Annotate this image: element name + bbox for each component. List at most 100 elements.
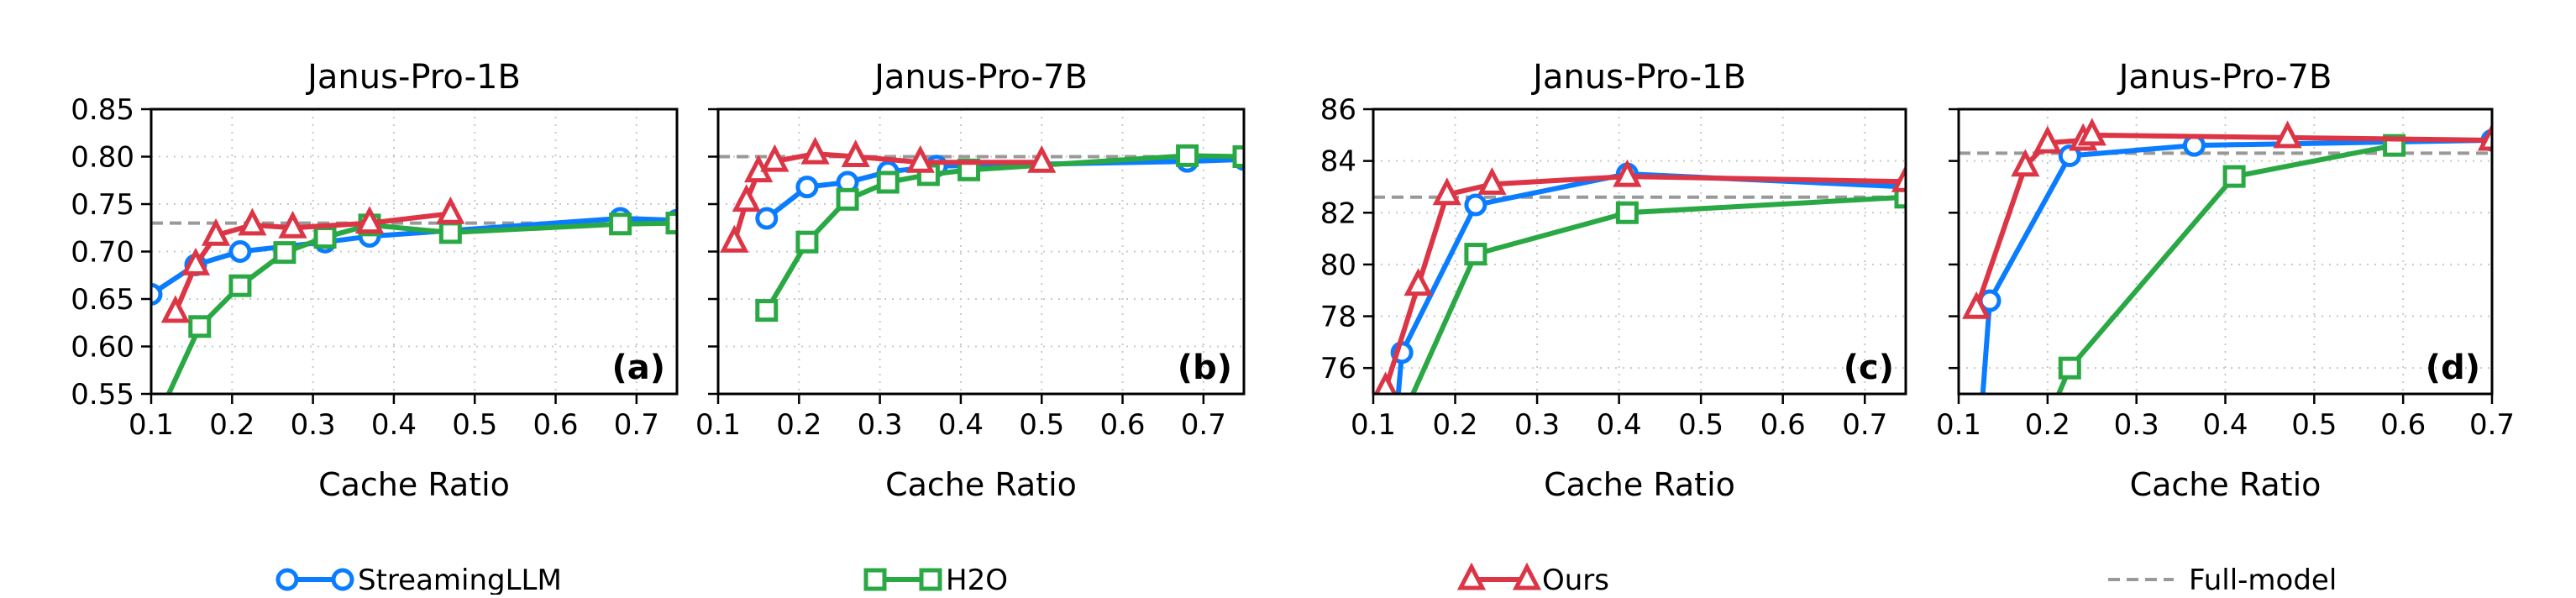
x-tick-label: 0.5: [2291, 408, 2337, 442]
x-tick-label: 0.7: [2469, 408, 2515, 442]
panel-title: Janus-Pro-7B: [2117, 58, 2332, 97]
x-tick-label: 0.3: [2114, 408, 2159, 442]
data-point-h2o: [228, 274, 252, 297]
data-point-streamingllm: [1464, 193, 1487, 217]
data-point-streamingllm: [755, 207, 779, 230]
x-tick-label: 0.6: [1760, 408, 1806, 442]
y-tick-label: 86: [1320, 93, 1356, 127]
y-tick-label: 78: [1320, 301, 1356, 334]
data-point-h2o: [1615, 201, 1639, 224]
x-tick-label: 0.4: [2202, 408, 2248, 442]
series-group: [1373, 159, 1906, 394]
series-group: [720, 136, 1244, 323]
data-point-ours: [720, 224, 749, 253]
y-tick-label: 80: [1320, 249, 1356, 282]
data-point-ours: [160, 295, 191, 323]
x-tick-label: 0.5: [452, 408, 497, 442]
data-point-h2o: [438, 221, 462, 244]
data-point-h2o: [795, 230, 819, 254]
x-axis-label: Cache Ratio: [2130, 466, 2322, 503]
legend-marker-circle: [331, 568, 354, 591]
data-point-h2o: [2222, 165, 2246, 188]
legend-item-full-model: Full-model: [2108, 564, 2337, 597]
data-point-ours: [181, 247, 211, 275]
legend-label: Full-model: [2189, 564, 2337, 595]
y-tick-label: 0.65: [71, 283, 134, 317]
data-point-h2o: [836, 187, 859, 211]
chart-panel-c: 0.1 0.2 0.3 0.4 0.5 0.6 0.7 76 78 80 82 84 86 Janus-P…: [1320, 58, 1907, 503]
legend-item-ours: Ours: [1456, 562, 1609, 597]
x-tick-label: 0.4: [938, 408, 984, 442]
y-tick-label: 0.70: [71, 236, 134, 270]
legend-marker-circle: [275, 568, 299, 591]
legend-item-streamingllm: StreamingLLM: [275, 564, 562, 597]
legend-marker-square: [919, 568, 942, 591]
data-point-ours: [1403, 268, 1433, 296]
x-tick-label: 0.6: [1099, 408, 1145, 442]
plot-frame: [716, 108, 1246, 396]
legend-label: H2O: [946, 564, 1008, 595]
data-point-ours: [905, 144, 935, 173]
data-point-ours: [238, 207, 267, 236]
y-tick-label: 82: [1320, 197, 1356, 230]
data-point-h2o: [876, 170, 900, 194]
data-point-streamingllm: [151, 282, 163, 306]
panel-title: Janus-Pro-7B: [872, 58, 1088, 97]
x-axis-label: Cache Ratio: [885, 466, 1077, 503]
x-axis-label: Cache Ratio: [1544, 466, 1735, 503]
data-point-h2o: [609, 212, 632, 236]
data-point-ours: [760, 144, 790, 172]
data-point-ours: [2077, 118, 2106, 146]
panel-label: (d): [2426, 349, 2480, 387]
legend: StreamingLLM H2O Ours Full-model: [275, 562, 2337, 597]
chart-panel-d: 0.1 0.2 0.3 0.4 0.5 0.6 0.7 Janus-Pro-7B Cache R…: [1936, 58, 2515, 503]
data-point-ours: [2273, 120, 2302, 149]
y-tick-label: 0.55: [71, 378, 134, 412]
data-point-ours: [1891, 164, 1906, 192]
data-point-ours: [1477, 166, 1507, 195]
panel-label: (a): [611, 349, 665, 387]
legend-marker-triangle: [1456, 562, 1487, 590]
plot-frame: [150, 108, 679, 396]
y-tick-label: 0.80: [71, 141, 134, 175]
data-point-h2o: [273, 241, 296, 265]
data-point-streamingllm: [2058, 144, 2081, 167]
x-tick-label: 0.7: [614, 408, 659, 442]
y-tick-label: 0.60: [71, 331, 134, 365]
panel-title: Janus-Pro-1B: [1530, 58, 1746, 97]
x-tick-label: 0.3: [291, 408, 336, 442]
x-tick-label: 0.4: [1597, 408, 1642, 442]
x-tick-label: 0.6: [2380, 408, 2426, 442]
x-tick-label: 0.1: [1936, 408, 1981, 442]
panel-label: (b): [1178, 349, 1232, 387]
data-point-h2o: [188, 315, 212, 338]
x-tick-label: 0.5: [1678, 408, 1723, 442]
x-tick-label: 0.2: [776, 408, 821, 442]
x-tick-label: 0.1: [129, 408, 174, 442]
data-point-streamingllm: [795, 176, 819, 199]
x-tick-label: 0.7: [1181, 408, 1226, 442]
data-point-ours: [436, 196, 465, 224]
x-tick-label: 0.1: [1351, 408, 1396, 442]
data-point-ours: [1432, 177, 1461, 206]
data-point-h2o: [1894, 186, 1906, 209]
x-tick-label: 0.5: [1019, 408, 1064, 442]
x-tick-label: 0.1: [695, 408, 741, 442]
series-group: [151, 196, 677, 394]
data-point-h2o: [1232, 145, 1244, 168]
data-point-ours: [354, 206, 385, 234]
chart-panel-a: 0.1 0.2 0.3 0.4 0.5 0.6 0.7 0.55 0.60 0.65 0.70 0.7…: [71, 58, 679, 503]
x-tick-label: 0.4: [371, 408, 417, 442]
x-tick-label: 0.2: [2025, 408, 2070, 442]
legend-marker-square: [863, 568, 887, 591]
legend-marker-triangle: [1512, 562, 1542, 590]
panel-label: (c): [1844, 349, 1894, 387]
plot-frame: [1372, 108, 1907, 396]
data-point-ours: [1962, 291, 1991, 319]
data-point-ours: [1613, 159, 1642, 187]
series-line-h2o: [2055, 143, 2395, 394]
data-point-ours: [732, 184, 761, 212]
x-tick-label: 0.3: [1514, 408, 1560, 442]
series-line-ours: [1974, 132, 2492, 310]
y-tick-label: 0.85: [71, 93, 134, 127]
